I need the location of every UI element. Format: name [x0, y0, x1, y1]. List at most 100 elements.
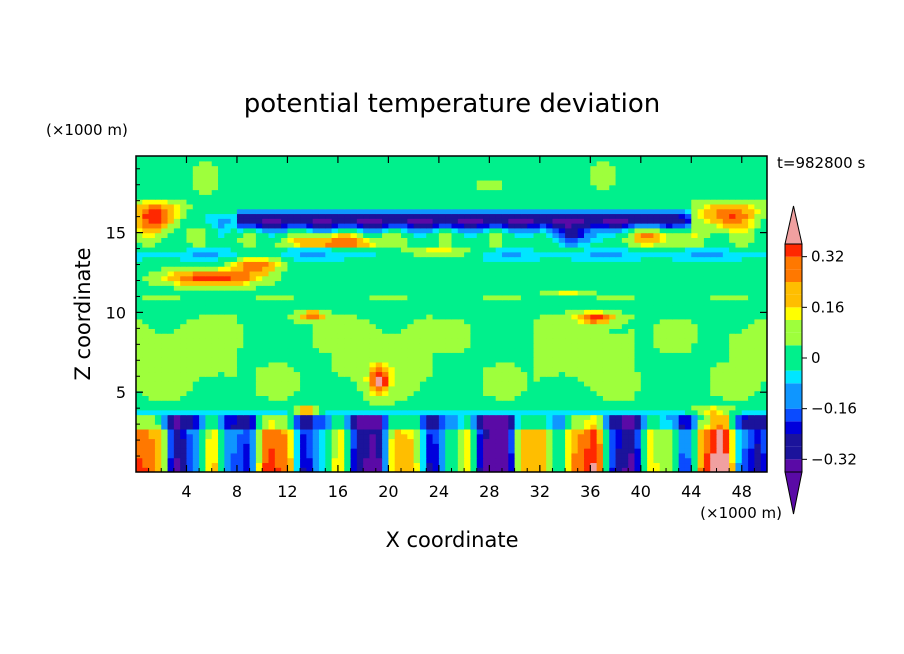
field-cell [716, 342, 724, 349]
field-cell [438, 266, 446, 272]
field-cell [312, 428, 320, 435]
field-cell [653, 357, 661, 363]
field-cell [476, 395, 484, 401]
field-cell [520, 266, 528, 272]
field-cell [388, 270, 396, 277]
field-cell [495, 337, 503, 344]
field-cell [255, 452, 263, 459]
field-cell [331, 381, 339, 387]
field-cell [407, 333, 415, 339]
field-cell [735, 280, 743, 286]
field-cell [565, 337, 572, 344]
field-cell [647, 395, 655, 401]
field-cell [647, 337, 655, 344]
field-cell [621, 357, 629, 363]
field-cell [432, 285, 440, 291]
field-cell [552, 309, 560, 315]
field-cell [590, 347, 598, 353]
field-cell [407, 242, 415, 248]
field-cell [369, 419, 377, 425]
field-cell [552, 390, 560, 396]
field-cell [154, 232, 162, 238]
field-cell [243, 290, 251, 296]
field-cell [306, 371, 314, 377]
field-cell [691, 309, 699, 315]
field-cell [344, 323, 352, 329]
field-cell [224, 400, 232, 406]
field-cell [640, 275, 648, 282]
field-cell [634, 428, 642, 435]
field-cell [659, 270, 667, 277]
field-cell [243, 467, 251, 472]
field-cell [173, 256, 181, 262]
field-cell [192, 448, 200, 454]
field-cell [363, 251, 371, 258]
field-cell [451, 299, 459, 306]
field-cell [596, 462, 604, 468]
field-cell [628, 414, 636, 420]
field-cell [300, 237, 307, 243]
field-cell [722, 433, 730, 440]
field-cell [243, 299, 251, 306]
field-cell [224, 424, 232, 430]
field-cell [312, 275, 320, 282]
field-cell [659, 457, 667, 464]
field-cell [344, 333, 352, 339]
field-cell [142, 314, 150, 320]
field-cell [281, 395, 289, 401]
field-cell [281, 448, 289, 454]
field-cell [647, 342, 655, 349]
field-cell [236, 352, 244, 358]
field-cell [325, 275, 333, 282]
field-cell [401, 285, 408, 291]
field-cell [413, 371, 421, 377]
field-cell [287, 256, 295, 262]
field-cell [634, 318, 642, 325]
field-cell [337, 246, 345, 253]
field-cell [741, 419, 749, 425]
field-cell [394, 385, 402, 392]
field-cell [501, 270, 509, 277]
field-cell [388, 361, 396, 368]
field-cell [457, 337, 465, 344]
field-cell [325, 390, 333, 396]
field-cell [577, 333, 585, 339]
field-cell [602, 381, 610, 387]
field-cell [262, 347, 270, 353]
field-cell [760, 457, 767, 464]
field-cell [154, 270, 162, 277]
field-cell [615, 318, 623, 325]
field-cell [249, 266, 257, 272]
field-cell [596, 361, 604, 368]
field-cell [401, 232, 408, 238]
field-cell [154, 457, 162, 464]
field-cell [274, 371, 282, 377]
field-cell [596, 280, 604, 286]
field-cell [230, 285, 238, 291]
field-cell [760, 328, 767, 334]
field-cell [255, 371, 263, 377]
field-cell [148, 376, 156, 382]
field-cell [590, 333, 598, 339]
field-cell [154, 390, 162, 396]
field-cell [672, 381, 680, 387]
field-cell [571, 452, 579, 459]
field-cell [546, 246, 554, 253]
field-cell [735, 424, 743, 430]
field-cell [382, 280, 389, 286]
field-cell [565, 299, 572, 306]
field-cell [565, 237, 572, 243]
field-cell [148, 342, 156, 349]
field-cell [640, 242, 648, 248]
field-cell [325, 424, 333, 430]
field-cell [710, 404, 718, 411]
field-cell [514, 419, 522, 425]
field-cell [584, 428, 591, 435]
field-cell [710, 237, 718, 243]
field-cell [565, 242, 572, 248]
field-cell [596, 395, 604, 401]
field-cell [268, 342, 276, 349]
field-cell [255, 328, 263, 334]
field-cell [318, 285, 326, 291]
field-cell [249, 333, 257, 339]
